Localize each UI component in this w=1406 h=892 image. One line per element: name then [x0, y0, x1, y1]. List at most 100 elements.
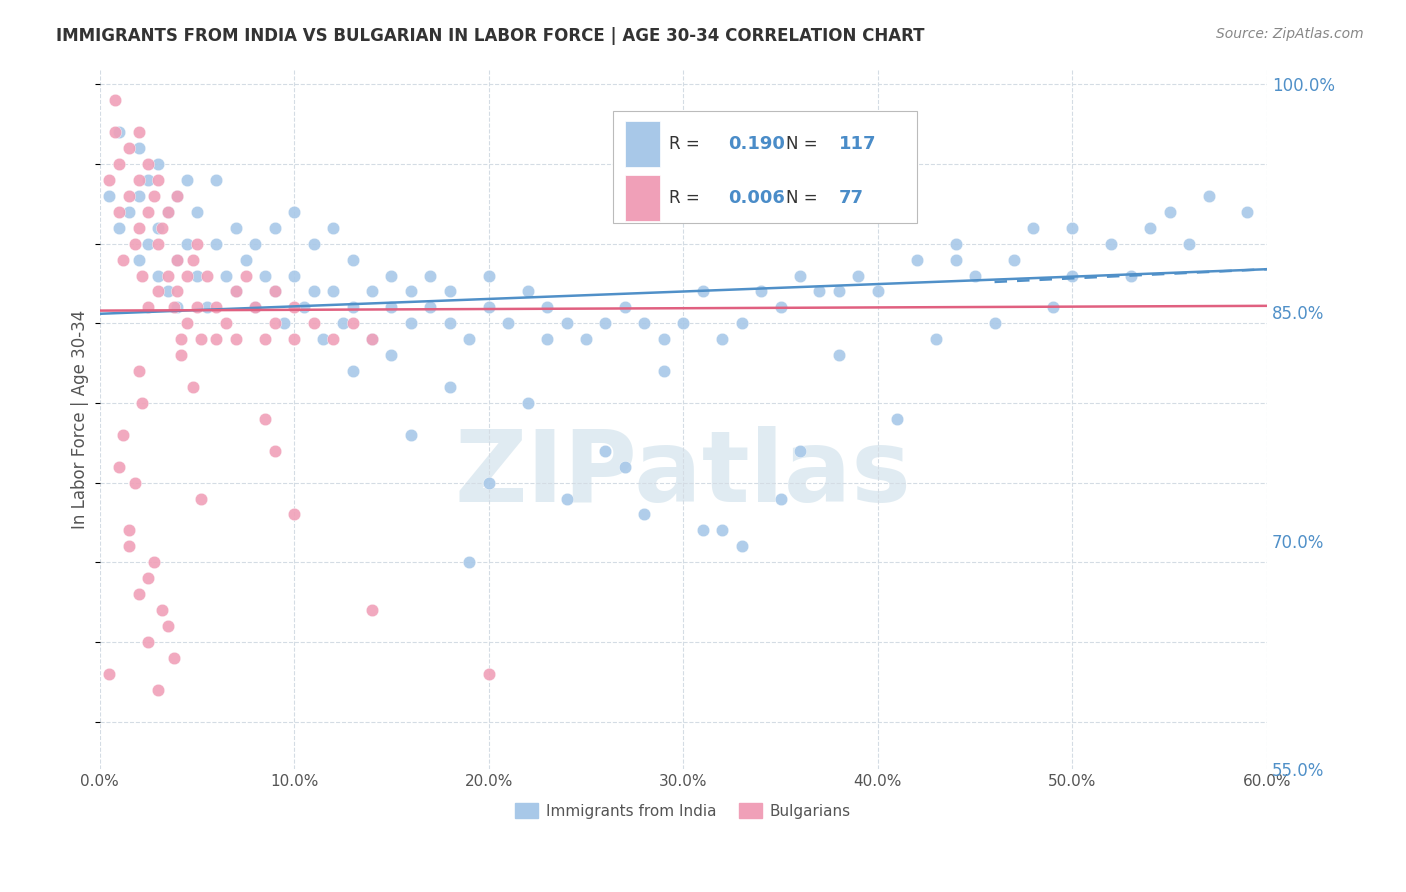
Point: [536, 332, 558, 346]
Point: [245, 301, 267, 315]
Point: [399, 427, 422, 442]
Point: [176, 317, 198, 331]
Point: [439, 380, 461, 394]
Text: 77: 77: [838, 189, 863, 207]
Point: [263, 443, 285, 458]
Point: [225, 220, 247, 235]
Point: [866, 285, 889, 299]
Point: [263, 317, 285, 331]
Point: [245, 236, 267, 251]
Point: [104, 125, 127, 139]
Point: [925, 332, 948, 346]
Point: [108, 125, 131, 139]
Point: [170, 348, 193, 362]
Point: [322, 285, 344, 299]
Point: [399, 285, 422, 299]
Point: [361, 285, 384, 299]
Point: [108, 220, 131, 235]
Point: [263, 220, 285, 235]
Point: [945, 252, 967, 267]
Point: [118, 141, 141, 155]
Point: [108, 157, 131, 171]
Text: 0.190: 0.190: [728, 136, 785, 153]
Point: [176, 173, 198, 187]
Point: [516, 285, 538, 299]
Point: [283, 301, 305, 315]
FancyBboxPatch shape: [624, 121, 659, 167]
Point: [225, 285, 247, 299]
Point: [195, 268, 218, 283]
Point: [235, 268, 257, 283]
Point: [205, 173, 228, 187]
Point: [283, 508, 305, 522]
Point: [1062, 268, 1084, 283]
Point: [205, 236, 228, 251]
Point: [190, 332, 212, 346]
Point: [108, 205, 131, 219]
Point: [128, 364, 150, 378]
Point: [156, 268, 179, 283]
Point: [143, 189, 166, 203]
Point: [302, 236, 325, 251]
Point: [848, 268, 870, 283]
Point: [595, 317, 617, 331]
Point: [965, 268, 987, 283]
Point: [555, 491, 578, 506]
Point: [136, 571, 159, 585]
Point: [98, 173, 121, 187]
Point: [1159, 205, 1181, 219]
Point: [136, 157, 159, 171]
Point: [253, 332, 276, 346]
Point: [905, 252, 928, 267]
Point: [828, 348, 851, 362]
FancyBboxPatch shape: [624, 175, 659, 221]
Point: [458, 332, 481, 346]
Point: [128, 587, 150, 601]
Point: [555, 317, 578, 331]
Point: [128, 826, 150, 840]
Point: [146, 285, 169, 299]
Point: [652, 332, 675, 346]
Point: [136, 301, 159, 315]
Point: [131, 396, 153, 410]
Point: [769, 491, 792, 506]
Point: [146, 173, 169, 187]
Point: [361, 332, 384, 346]
Point: [273, 317, 295, 331]
Point: [170, 332, 193, 346]
Point: [613, 459, 636, 474]
Point: [828, 285, 851, 299]
Point: [439, 317, 461, 331]
Point: [322, 332, 344, 346]
Text: IMMIGRANTS FROM INDIA VS BULGARIAN IN LABOR FORCE | AGE 30-34 CORRELATION CHART: IMMIGRANTS FROM INDIA VS BULGARIAN IN LA…: [56, 27, 925, 45]
Point: [312, 332, 335, 346]
Point: [342, 317, 364, 331]
Point: [98, 189, 121, 203]
Point: [478, 475, 501, 490]
Point: [181, 380, 204, 394]
Point: [945, 236, 967, 251]
Point: [186, 236, 208, 251]
Point: [146, 157, 169, 171]
Point: [128, 189, 150, 203]
Point: [181, 252, 204, 267]
Point: [1002, 252, 1025, 267]
Point: [235, 252, 257, 267]
Point: [150, 220, 173, 235]
Point: [633, 317, 655, 331]
Point: [225, 332, 247, 346]
Point: [166, 252, 188, 267]
Point: [322, 220, 344, 235]
Point: [131, 268, 153, 283]
Point: [136, 635, 159, 649]
Point: [380, 268, 402, 283]
Point: [156, 285, 179, 299]
Point: [156, 619, 179, 633]
Point: [136, 236, 159, 251]
Point: [156, 205, 179, 219]
Point: [283, 268, 305, 283]
Text: R =: R =: [669, 189, 710, 207]
Point: [478, 301, 501, 315]
Point: [111, 252, 134, 267]
Point: [162, 301, 184, 315]
